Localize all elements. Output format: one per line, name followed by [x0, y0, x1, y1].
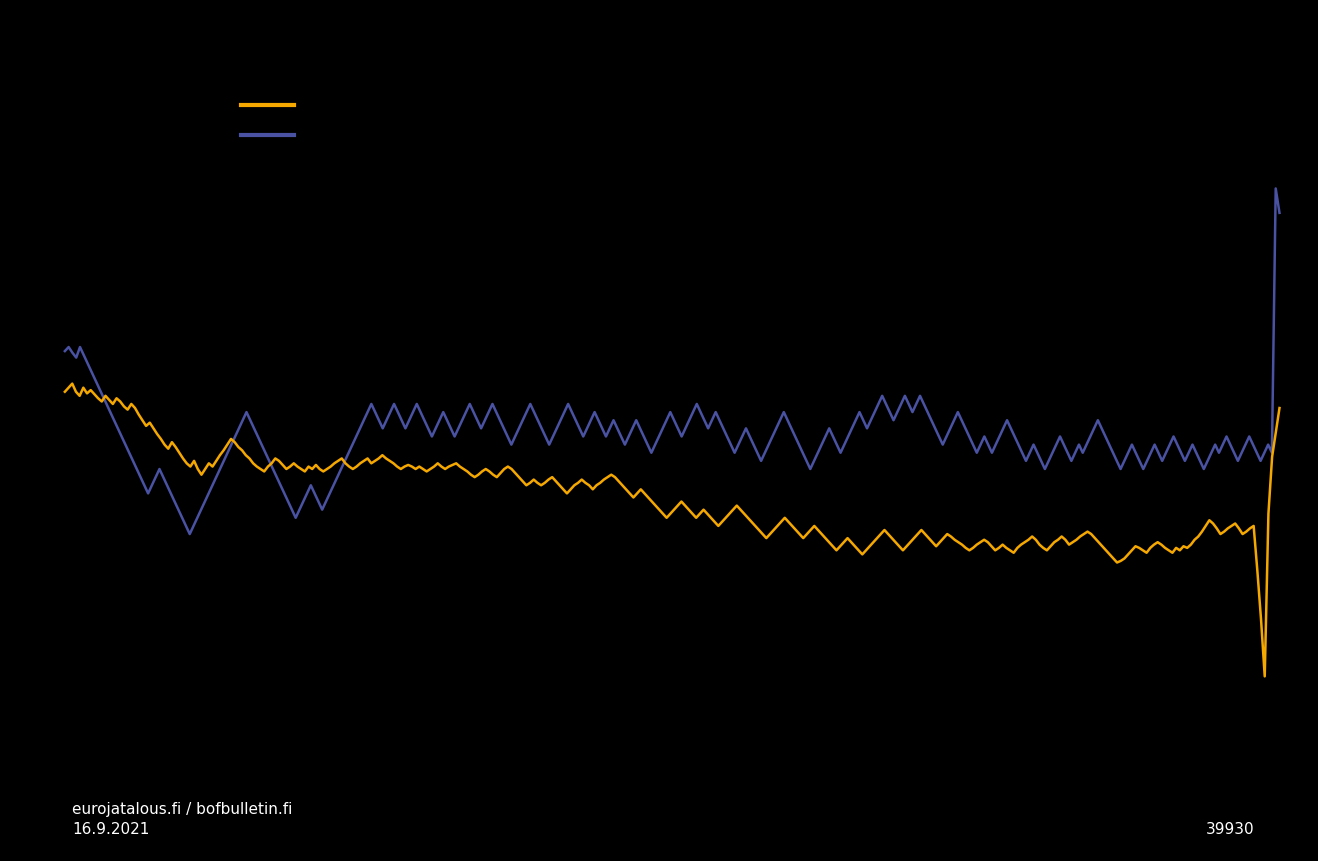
Text: eurojatalous.fi / bofbulletin.fi
16.9.2021: eurojatalous.fi / bofbulletin.fi 16.9.20… — [72, 802, 293, 837]
Text: 39930: 39930 — [1206, 822, 1255, 837]
